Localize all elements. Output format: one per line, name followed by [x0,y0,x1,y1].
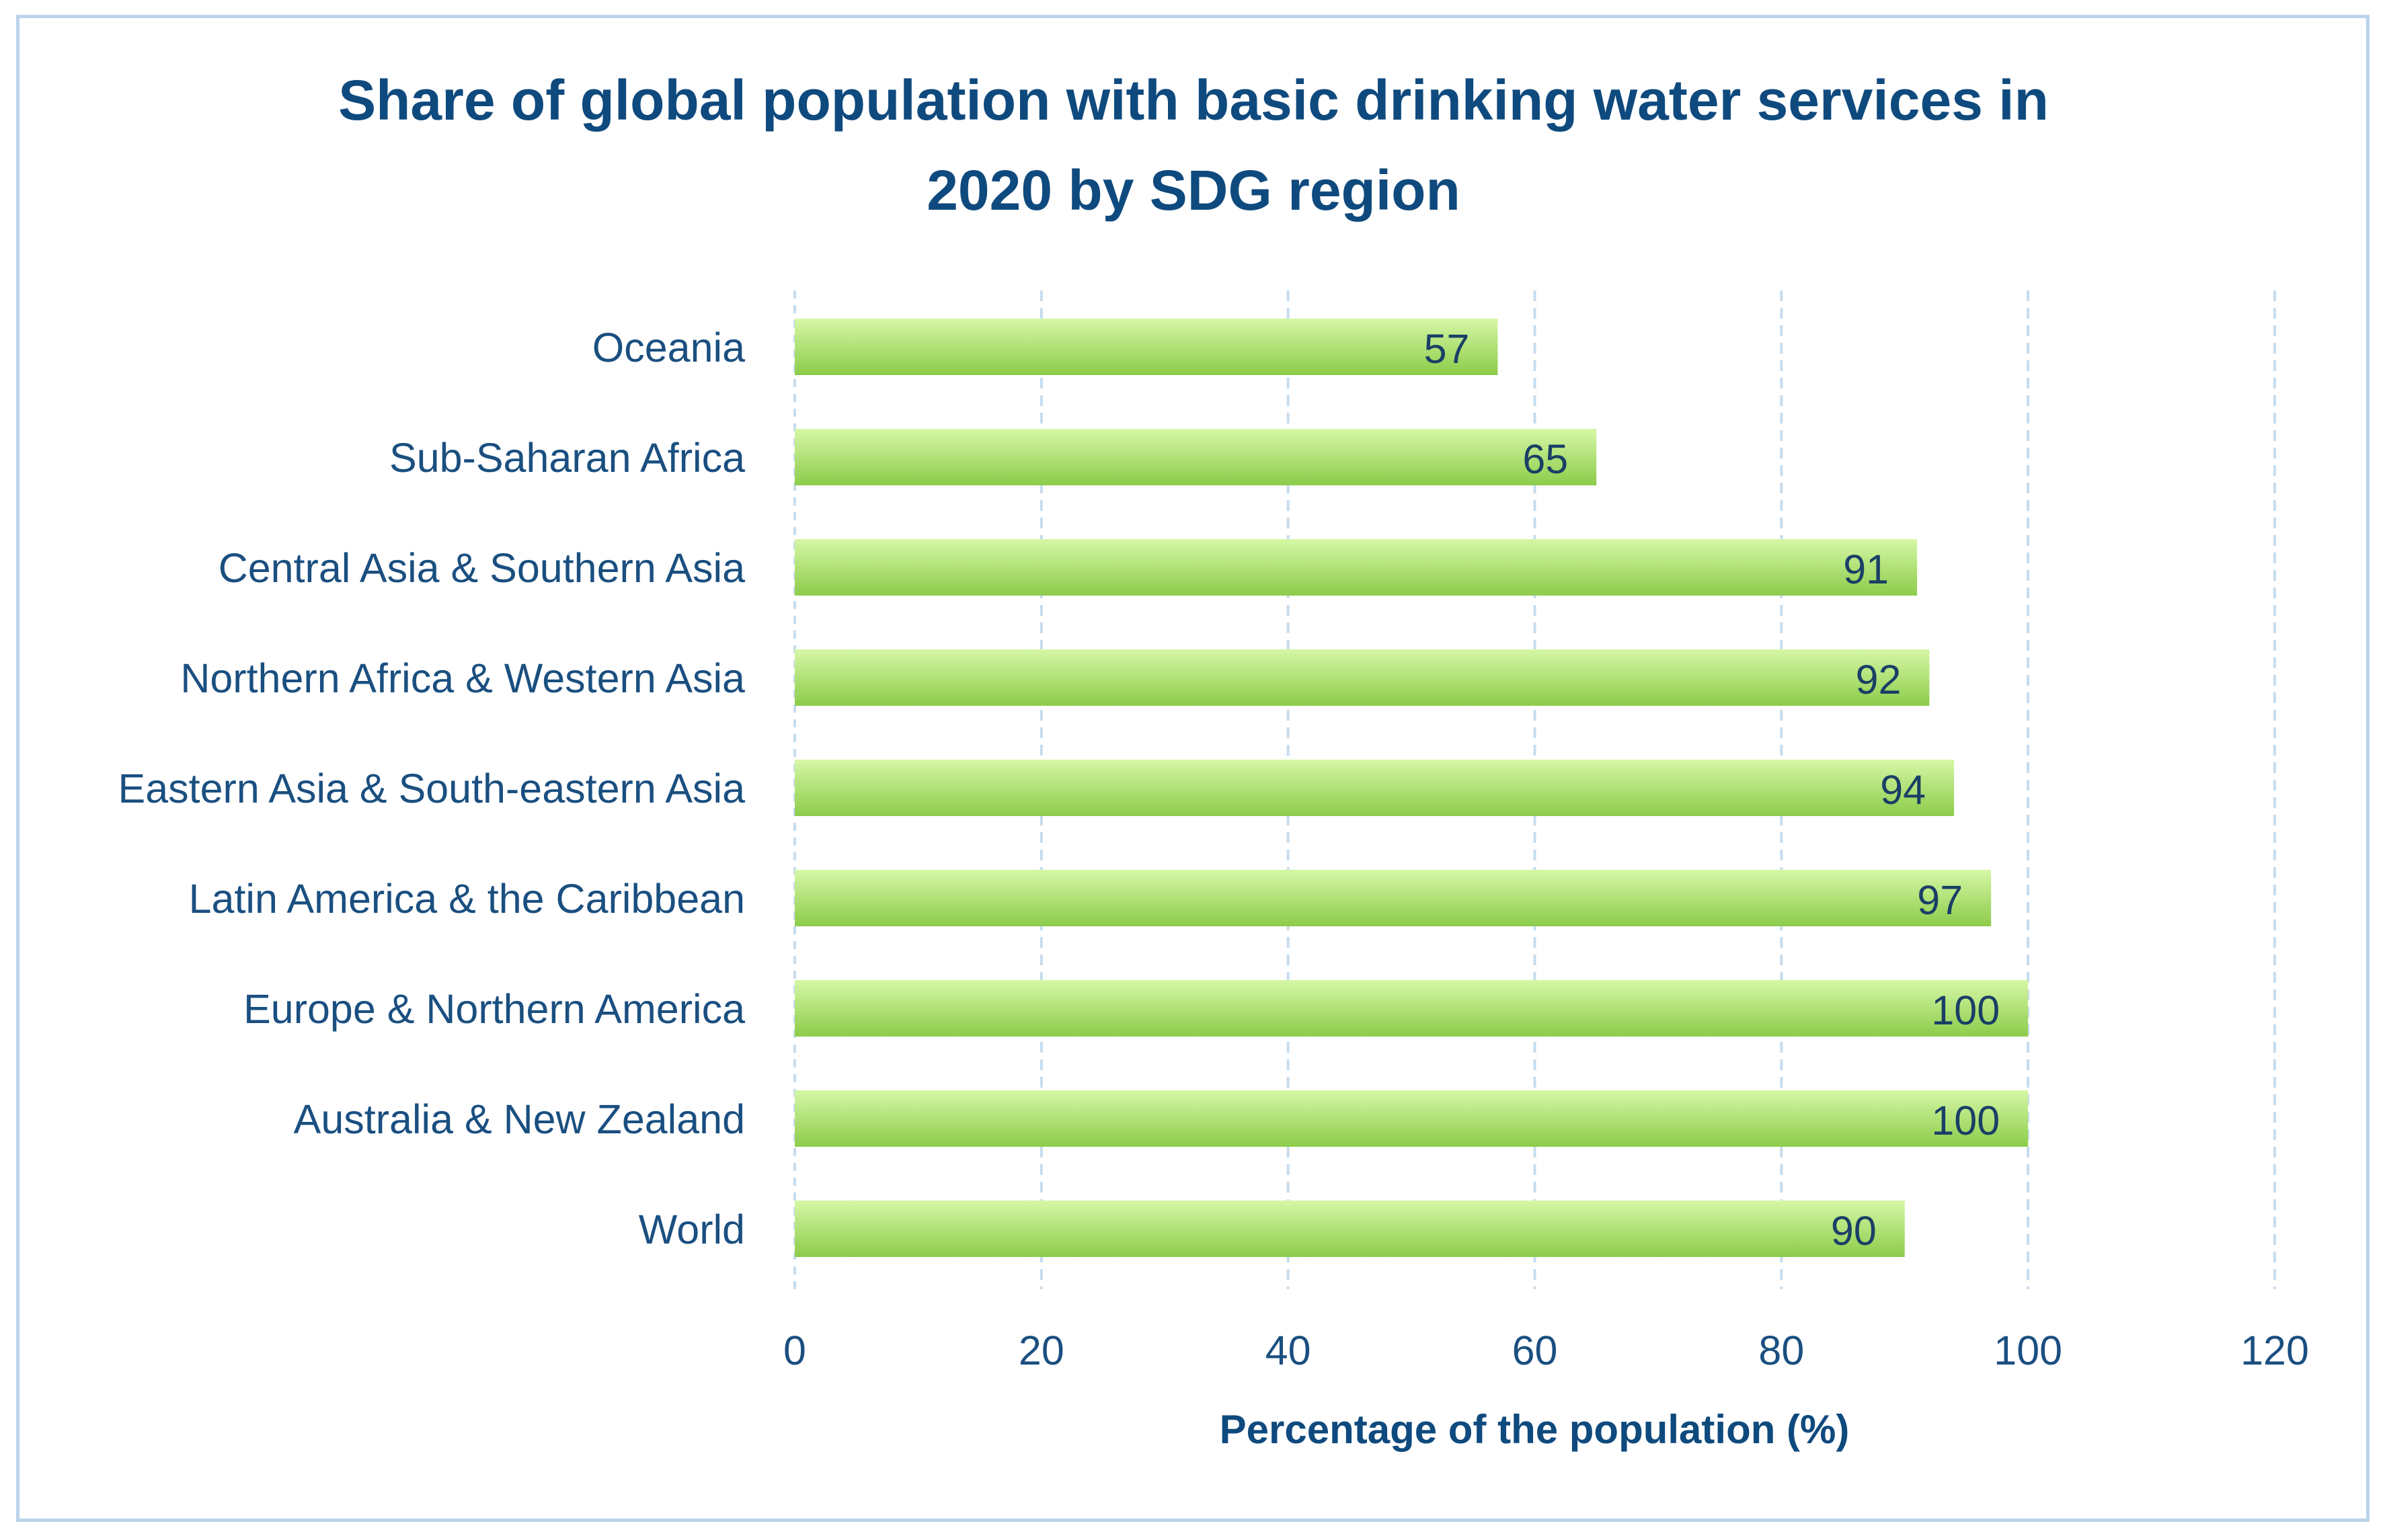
bar [795,1201,1905,1257]
bar [795,980,2029,1037]
bar [795,429,1597,485]
data-label: 91 [1843,546,1889,592]
x-tick-label: 100 [1994,1328,2062,1373]
data-label: 100 [1931,987,2000,1033]
data-label: 100 [1931,1098,2000,1143]
data-labels: 57 65 91 92 94 97 100 100 90 [1424,326,2000,1254]
data-label: 97 [1917,877,1963,923]
bar [795,1090,2029,1147]
category-label: Northern Africa & Western Asia [180,655,745,701]
bar [795,649,1930,706]
x-tick-label: 0 [783,1328,806,1373]
category-label: Europe & Northern America [243,986,745,1032]
data-label: 94 [1880,767,1926,813]
category-label: Eastern Asia & South-eastern Asia [118,766,746,811]
x-axis-title: Percentage of the population (%) [1220,1407,1850,1452]
chart-title: Share of global population with basic dr… [338,69,2049,222]
x-tick-label: 20 [1019,1328,1064,1373]
x-tick-label: 120 [2240,1328,2309,1373]
data-label: 92 [1856,657,1902,702]
bar [795,760,1955,816]
x-tick-label: 40 [1265,1328,1311,1373]
category-label: Sub-Saharan Africa [389,435,745,481]
category-label: Latin America & the Caribbean [189,876,745,922]
category-label: Oceania [592,325,745,370]
x-tick-label: 60 [1512,1328,1558,1373]
x-tick-label: 80 [1758,1328,1804,1373]
data-label: 90 [1831,1208,1877,1254]
data-label: 57 [1424,326,1470,372]
data-label: 65 [1522,436,1568,482]
bar [795,539,1918,596]
category-labels: Oceania Sub-Saharan Africa Central Asia & … [118,325,746,1252]
bar [795,870,1992,926]
category-label: Australia & New Zealand [294,1096,745,1142]
category-label: World [639,1207,745,1252]
bar [795,319,1498,375]
x-tick-labels: 0 20 40 60 80 100 120 [783,1328,2309,1373]
category-label: Central Asia & Southern Asia [219,545,745,591]
bars [795,319,2029,1257]
